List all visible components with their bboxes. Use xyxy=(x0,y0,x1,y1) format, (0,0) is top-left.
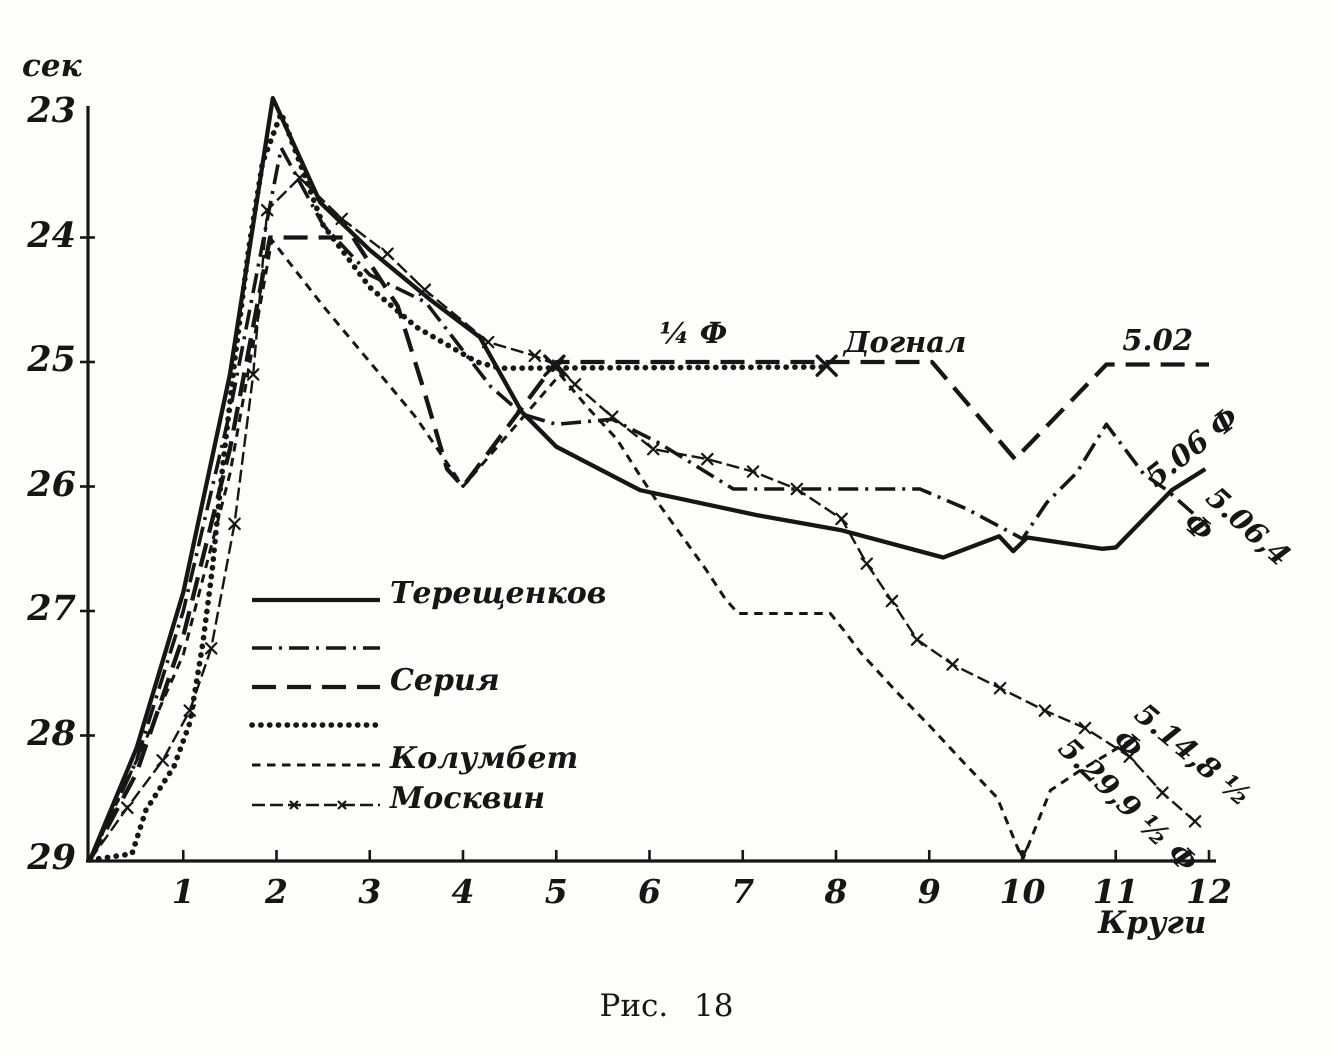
annotation-label: ¼ Ф xyxy=(659,316,728,351)
x-tick-label: 7 xyxy=(731,872,755,911)
legend-sample-long-dash-line xyxy=(252,684,380,690)
legend-label-kolumbet: Колумбет xyxy=(390,741,579,776)
y-tick-label: 27 xyxy=(27,588,76,629)
x-axis-label: Круги xyxy=(1098,905,1207,941)
series-dotted_schedule xyxy=(87,110,830,863)
legend-label-seriya: Серия xyxy=(390,663,500,698)
chart-legend: Терещенков Серия Колумбет Москвин xyxy=(249,576,670,820)
legend-sample-dash-dot-line xyxy=(252,646,380,650)
series-dash_dot_rider xyxy=(88,146,1211,861)
y-tick-label: 23 xyxy=(27,90,76,131)
series-moskvin xyxy=(89,171,1202,861)
y-tick-label: 24 xyxy=(27,214,76,256)
series-kolumbet xyxy=(88,238,1136,862)
legend-sample-dotted-line xyxy=(249,722,383,728)
x-tick-label: 10 xyxy=(999,872,1046,911)
annotation-label: Догнал xyxy=(843,325,967,360)
x-tick-label: 2 xyxy=(265,872,288,911)
legend-sample-short-dash-line xyxy=(252,763,380,767)
x-tick-label: 11 xyxy=(1092,872,1139,911)
x-tick-label: 3 xyxy=(358,872,382,911)
x-tick-label: 1 xyxy=(171,872,195,911)
series-seriya xyxy=(88,235,1209,862)
legend-label-tereshchenkov: Терещенков xyxy=(390,576,607,611)
y-tick-label: 29 xyxy=(27,837,76,878)
x-tick-label: 5 xyxy=(544,872,568,911)
y-tick-label: 25 xyxy=(27,339,76,380)
y-tick-label: 28 xyxy=(27,712,76,754)
x-tick-label: 4 xyxy=(451,872,475,911)
x-tick-label: 12 xyxy=(1186,872,1232,911)
legend-label-moskvin: Москвин xyxy=(390,781,546,816)
x-tick-label: 6 xyxy=(638,872,661,911)
y-axis-unit-label: сек xyxy=(22,48,82,84)
x-tick-label: 9 xyxy=(917,872,941,911)
legend-sample-x-dash-line xyxy=(252,800,380,810)
annotation-label: 5.02 xyxy=(1122,322,1194,357)
figure-caption: Рис. 18 xyxy=(599,988,734,1024)
legend-sample-solid-line xyxy=(252,597,380,603)
x-tick-label: 8 xyxy=(824,872,848,911)
y-tick-label: 26 xyxy=(27,463,76,505)
